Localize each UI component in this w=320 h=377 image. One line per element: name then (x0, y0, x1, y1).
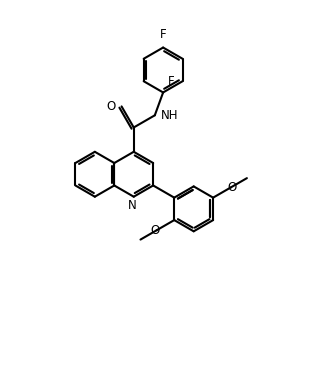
Text: O: O (107, 100, 116, 113)
Text: O: O (151, 224, 160, 237)
Text: O: O (227, 181, 236, 194)
Text: N: N (128, 199, 137, 212)
Text: F: F (160, 28, 166, 41)
Text: F: F (168, 75, 175, 88)
Text: NH: NH (160, 109, 178, 122)
